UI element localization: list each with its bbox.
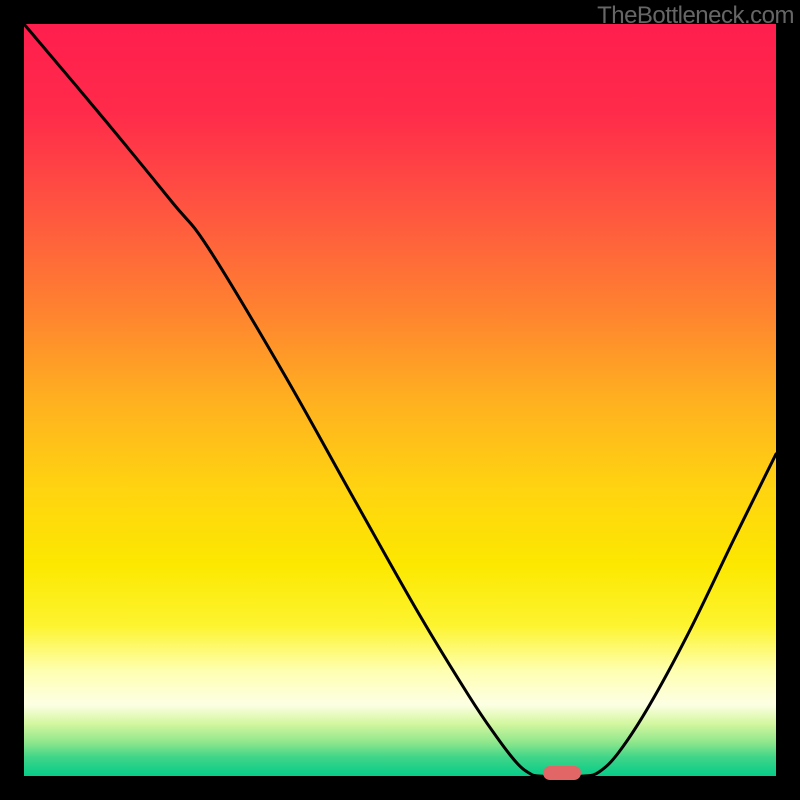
watermark-text: TheBottleneck.com	[597, 2, 794, 30]
optimum-marker	[543, 766, 581, 780]
bottleneck-curve	[24, 24, 776, 776]
plot-area	[24, 24, 776, 776]
